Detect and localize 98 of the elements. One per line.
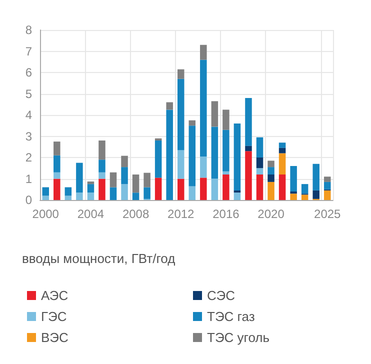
bar [211, 126, 218, 179]
y-tick-label: 4 [25, 108, 32, 122]
bar [256, 174, 264, 200]
x-tick-label: 2000 [32, 207, 60, 221]
bar [87, 182, 94, 184]
bar [245, 98, 252, 146]
y-tick-label: 5 [25, 86, 32, 101]
bar [42, 187, 50, 196]
bar [121, 156, 128, 168]
bar [177, 78, 184, 150]
bar [268, 160, 274, 168]
bar [188, 120, 196, 126]
bar [234, 124, 241, 190]
bar [42, 196, 50, 200]
y-tick-label: 3 [25, 129, 32, 144]
bar [301, 184, 308, 194]
x-tick-label: 2025 [314, 207, 342, 221]
bar [268, 174, 274, 182]
bar [234, 190, 241, 193]
bar [144, 187, 150, 199]
bar [312, 164, 320, 190]
bar [87, 184, 94, 193]
legend-label: ТЭС уголь [207, 330, 270, 345]
bar [200, 156, 207, 178]
bar [234, 192, 241, 200]
bar [256, 168, 264, 174]
legend-label: ГЭС [41, 309, 67, 324]
bar [121, 184, 128, 200]
x-tick-label: 2012 [168, 207, 195, 221]
bar [98, 178, 106, 200]
x-tick-label: 2020 [258, 207, 285, 221]
bar [177, 69, 184, 79]
bar [166, 110, 173, 200]
bar [278, 148, 286, 154]
bar [154, 140, 162, 178]
bar [245, 146, 252, 152]
legend-label: АЭС [41, 288, 68, 303]
bar [188, 186, 196, 200]
bar [54, 178, 60, 200]
bar [110, 187, 117, 200]
bar [312, 190, 320, 199]
bar [54, 142, 60, 156]
bar [98, 160, 106, 172]
bar [256, 158, 264, 168]
bar [324, 176, 331, 182]
bar [76, 192, 83, 200]
bar [268, 167, 274, 174]
bar [301, 194, 308, 200]
bar [132, 174, 140, 193]
y-tick-label: 6 [25, 66, 32, 80]
bar [76, 162, 83, 193]
bar [98, 172, 106, 179]
bar [222, 130, 230, 172]
bar [256, 137, 264, 158]
bar [222, 174, 230, 200]
bar [177, 178, 184, 200]
bar [166, 102, 173, 110]
bar [290, 166, 297, 192]
bar [177, 150, 184, 179]
x-tick-label: 2008 [122, 207, 150, 221]
bar [144, 172, 150, 188]
x-tick-label: 2016 [212, 207, 240, 221]
bar [54, 172, 60, 179]
bar [200, 44, 207, 60]
bar [200, 60, 207, 156]
y-tick-label: 7 [25, 44, 32, 58]
legend-label: ВЭС [41, 330, 68, 345]
bar [188, 126, 196, 186]
bar [222, 171, 230, 174]
bar [222, 110, 230, 130]
bar [290, 194, 297, 200]
bar [278, 174, 286, 200]
bar [278, 142, 286, 148]
bar [245, 151, 252, 200]
bar [211, 178, 218, 200]
bar [64, 196, 72, 200]
y-tick-label: 8 [25, 23, 32, 37]
bar [121, 167, 128, 184]
legend-label: ТЭС газ [207, 309, 255, 324]
bar [154, 178, 162, 200]
bar [132, 192, 140, 200]
bar [268, 182, 274, 200]
bar [54, 155, 60, 172]
bar [110, 172, 117, 188]
bar [64, 187, 72, 196]
bar [87, 192, 94, 200]
y-axis-title: вводы мощности, ГВт/год [22, 251, 176, 266]
bar [324, 190, 331, 200]
legend-label: СЭС [207, 288, 235, 303]
bar [324, 182, 331, 190]
bar [278, 153, 286, 174]
bar [211, 101, 218, 127]
x-tick-label: 2004 [77, 207, 104, 221]
bar [200, 178, 207, 200]
y-tick-label: 1 [25, 172, 32, 186]
bar [98, 140, 106, 160]
y-tick-label: 0 [25, 193, 32, 207]
y-tick-label: 2 [25, 150, 32, 164]
